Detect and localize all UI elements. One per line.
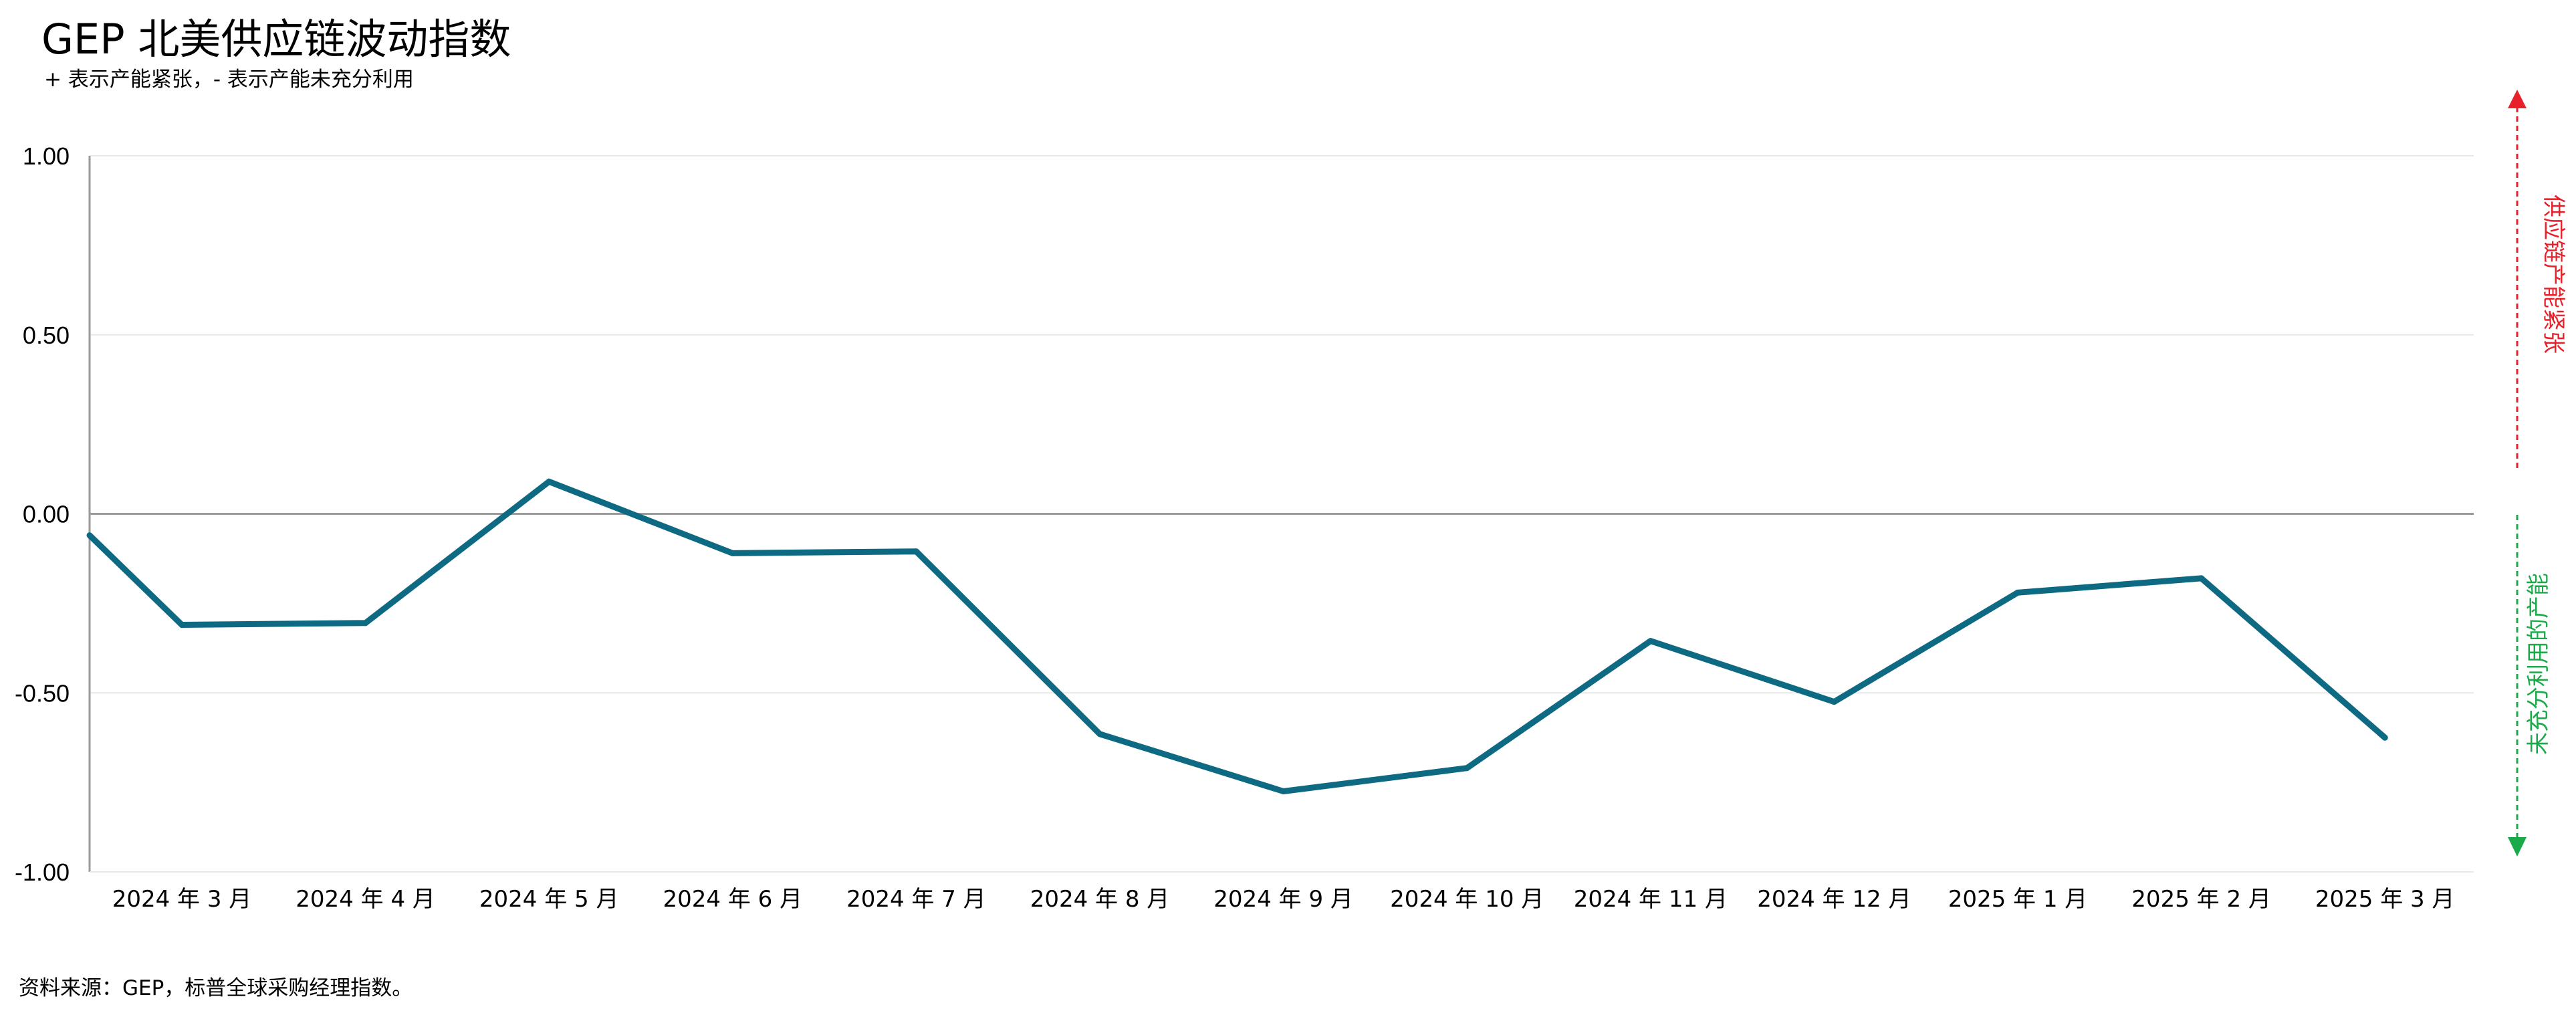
data-point (179, 622, 185, 629)
source-note: 资料来源：GEP，标普全球采购经理指数。 (19, 976, 413, 1000)
lower-arrow-head (2508, 837, 2527, 857)
grid-lines (90, 155, 2474, 694)
axes (88, 156, 2474, 873)
data-point (1463, 765, 1470, 772)
x-tick-label: 2024 年 8 月 (1030, 886, 1170, 913)
x-tick-label: 2025 年 1 月 (1948, 886, 2088, 913)
chart-subtitle: + 表示产能紧张，- 表示产能未充分利用 (44, 68, 414, 92)
y-tick-label: -0.50 (15, 679, 70, 707)
x-tick-label: 2025 年 2 月 (2131, 886, 2271, 913)
x-tick-label: 2024 年 7 月 (846, 886, 986, 913)
data-point (1647, 638, 1654, 645)
y-tick-label: -1.00 (15, 859, 70, 886)
lower-annotation-label: 未充分利用的产能 (2525, 573, 2552, 755)
data-point (1096, 731, 1103, 737)
x-tick-label: 2024 年 5 月 (479, 886, 619, 913)
data-point (1831, 699, 1837, 705)
series-line (86, 478, 2388, 794)
y-tick-labels: 1.00 0.50 0.00 -0.50 -1.00 (15, 142, 70, 886)
data-point (546, 478, 552, 485)
data-point (2381, 734, 2388, 741)
x-tick-label: 2024 年 10 月 (1390, 886, 1544, 913)
x-tick-label: 2024 年 3 月 (112, 886, 252, 913)
x-tick-label: 2024 年 9 月 (1213, 886, 1353, 913)
y-tick-label: 0.00 (23, 501, 70, 528)
x-tick-labels: 2024 年 3 月 2024 年 4 月 2024 年 5 月 2024 年 6 月… (112, 886, 2455, 913)
x-tick-label: 2024 年 11 月 (1574, 886, 1728, 913)
x-tick-label: 2024 年 4 月 (296, 886, 435, 913)
data-point (2198, 575, 2205, 582)
data-point (729, 550, 736, 556)
y-tick-label: 1.00 (23, 142, 70, 170)
series (86, 478, 2388, 795)
data-point (1280, 788, 1287, 795)
data-point (913, 548, 919, 555)
data-point (362, 620, 369, 627)
chart-title: GEP 北美供应链波动指数 (41, 15, 511, 64)
upper-annotation-label: 供应链产能紧张 (2540, 195, 2567, 354)
upper-arrow-head (2508, 90, 2527, 108)
data-point (2014, 589, 2021, 596)
x-tick-label: 2024 年 12 月 (1757, 886, 1911, 913)
x-tick-label: 2025 年 3 月 (2315, 886, 2455, 913)
x-tick-label: 2024 年 6 月 (663, 886, 803, 913)
y-tick-label: 0.50 (23, 322, 70, 349)
